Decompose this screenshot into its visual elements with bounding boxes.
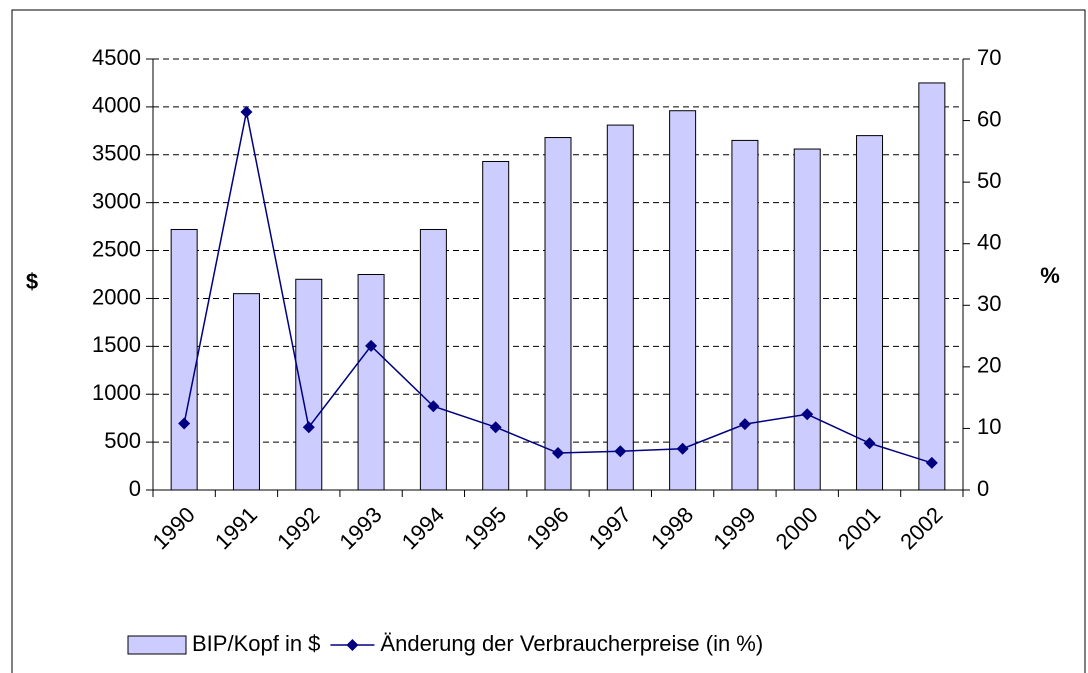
bar: [669, 110, 697, 491]
legend-marker: [346, 639, 359, 651]
marker: [365, 339, 378, 352]
y-tick-label: 4000: [92, 93, 141, 118]
marker: [240, 105, 253, 118]
bar: [793, 148, 821, 491]
y2-axis-title: %: [1040, 263, 1060, 288]
bar: [918, 82, 946, 491]
y-tick-label: 2000: [92, 284, 141, 309]
marker: [863, 437, 876, 450]
marker: [925, 456, 938, 469]
y2-tick-label: 10: [977, 414, 1001, 439]
y-tick-label: 1000: [92, 380, 141, 405]
y2-tick-label: 30: [977, 291, 1001, 316]
bar: [170, 228, 198, 491]
y-tick-label: 3000: [92, 188, 141, 213]
y2-tick-label: 50: [977, 168, 1001, 193]
bar: [731, 139, 759, 491]
bar: [544, 137, 572, 491]
y2-tick-label: 0: [977, 476, 989, 501]
y-tick-label: 3500: [92, 141, 141, 166]
legend-swatch: [127, 635, 187, 655]
bar: [357, 274, 385, 491]
y2-tick-label: 40: [977, 230, 1001, 255]
marker: [738, 418, 751, 431]
y-tick-label: 1500: [92, 332, 141, 357]
bar: [606, 124, 634, 491]
legend-label: BIP/Kopf in $: [192, 631, 320, 656]
y2-tick-label: 70: [977, 45, 1001, 70]
bar: [482, 160, 510, 491]
marker: [178, 417, 191, 430]
y-tick-label: 4500: [92, 45, 141, 70]
y-axis-title: $: [26, 269, 38, 294]
marker: [489, 421, 502, 434]
bar: [856, 135, 884, 491]
bar: [419, 228, 447, 491]
y-tick-label: 0: [129, 476, 141, 501]
y2-tick-label: 20: [977, 353, 1001, 378]
marker: [552, 447, 564, 460]
marker: [302, 421, 315, 434]
y-tick-label: 500: [104, 428, 141, 453]
marker: [801, 408, 814, 421]
legend-label: Änderung der Verbraucherpreise (in %): [380, 631, 763, 656]
bar: [232, 293, 260, 491]
marker: [614, 445, 627, 458]
marker: [676, 442, 689, 455]
y-tick-label: 2500: [92, 236, 141, 261]
marker: [427, 400, 440, 413]
y2-tick-label: 60: [977, 106, 1001, 131]
